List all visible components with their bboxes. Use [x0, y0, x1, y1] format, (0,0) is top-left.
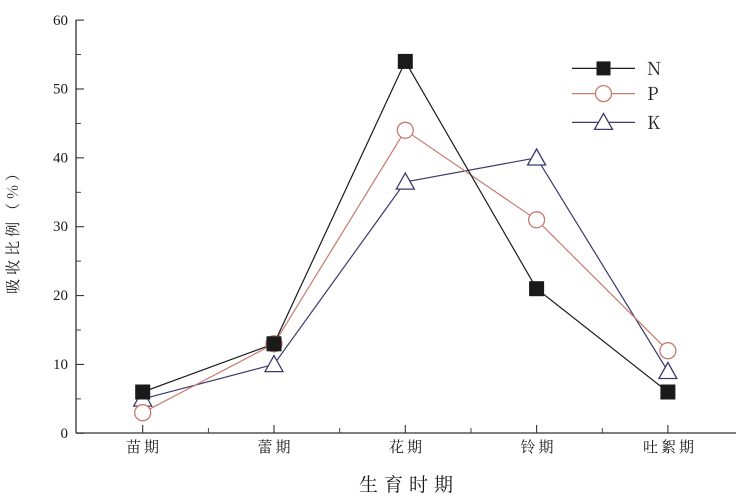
svg-text:60: 60 [53, 13, 68, 29]
svg-text:20: 20 [53, 288, 68, 304]
svg-text:40: 40 [53, 150, 68, 166]
svg-text:30: 30 [53, 219, 68, 235]
svg-text:吸收比例（%）: 吸收比例（%） [2, 162, 23, 294]
svg-text:N: N [647, 55, 661, 81]
svg-text:P: P [647, 80, 659, 106]
svg-text:花期: 花期 [389, 436, 425, 457]
svg-text:0: 0 [61, 426, 69, 442]
svg-text:K: K [647, 109, 661, 135]
svg-text:苗期: 苗期 [126, 436, 162, 457]
svg-text:50: 50 [53, 82, 68, 98]
svg-text:蕾期: 蕾期 [257, 436, 293, 457]
svg-text:生育时期: 生育时期 [359, 470, 459, 497]
svg-text:10: 10 [53, 357, 68, 373]
svg-text:吐絮期: 吐絮期 [643, 436, 697, 457]
svg-text:铃期: 铃期 [520, 436, 556, 457]
